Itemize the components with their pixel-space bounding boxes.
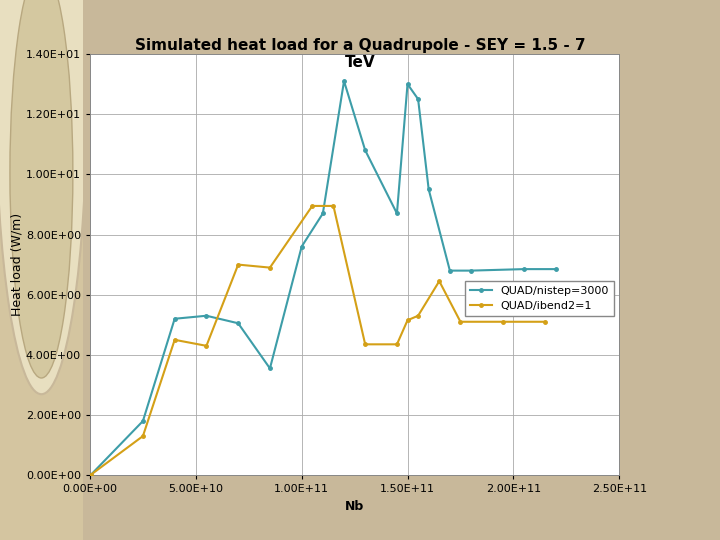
QUAD/nistep=3000 <box>424 186 433 193</box>
Circle shape <box>0 0 87 394</box>
QUAD/nistep=3000 <box>467 267 475 274</box>
QUAD/ibend2=1 <box>392 341 401 348</box>
QUAD/nistep=3000 <box>340 78 348 84</box>
QUAD/ibend2=1 <box>234 261 243 268</box>
Y-axis label: Heat load (W/m): Heat load (W/m) <box>10 213 23 316</box>
QUAD/nistep=3000 <box>446 267 454 274</box>
Text: Simulated heat load for a Quadrupole - SEY = 1.5 - 7
TeV: Simulated heat load for a Quadrupole - S… <box>135 38 585 70</box>
QUAD/nistep=3000 <box>86 471 95 478</box>
QUAD/ibend2=1 <box>435 278 444 285</box>
QUAD/nistep=3000 <box>202 313 211 319</box>
QUAD/ibend2=1 <box>202 342 211 349</box>
QUAD/ibend2=1 <box>266 265 274 271</box>
QUAD/nistep=3000 <box>297 244 306 250</box>
QUAD/nistep=3000 <box>171 315 179 322</box>
QUAD/ibend2=1 <box>456 319 465 325</box>
QUAD/nistep=3000 <box>392 210 401 217</box>
QUAD/nistep=3000 <box>266 365 274 372</box>
QUAD/nistep=3000 <box>403 81 412 87</box>
QUAD/nistep=3000 <box>234 320 243 327</box>
QUAD/ibend2=1 <box>86 471 95 478</box>
Legend: QUAD/nistep=3000, QUAD/ibend2=1: QUAD/nistep=3000, QUAD/ibend2=1 <box>465 281 613 315</box>
QUAD/ibend2=1 <box>498 319 507 325</box>
QUAD/ibend2=1 <box>329 202 338 209</box>
QUAD/ibend2=1 <box>541 319 549 325</box>
QUAD/nistep=3000 <box>86 472 94 478</box>
QUAD/ibend2=1 <box>139 433 148 440</box>
QUAD/ibend2=1 <box>361 341 369 348</box>
QUAD/nistep=3000 <box>318 210 327 217</box>
Line: QUAD/ibend2=1: QUAD/ibend2=1 <box>89 204 547 476</box>
QUAD/ibend2=1 <box>308 202 317 209</box>
QUAD/nistep=3000 <box>520 266 528 272</box>
QUAD/nistep=3000 <box>361 147 369 153</box>
Circle shape <box>10 0 73 378</box>
X-axis label: Nb: Nb <box>345 500 364 513</box>
Line: QUAD/nistep=3000: QUAD/nistep=3000 <box>89 79 557 477</box>
QUAD/ibend2=1 <box>403 317 412 323</box>
QUAD/nistep=3000 <box>414 96 423 103</box>
QUAD/ibend2=1 <box>414 313 423 319</box>
QUAD/nistep=3000 <box>552 266 560 272</box>
QUAD/nistep=3000 <box>139 418 148 424</box>
QUAD/ibend2=1 <box>171 336 179 343</box>
